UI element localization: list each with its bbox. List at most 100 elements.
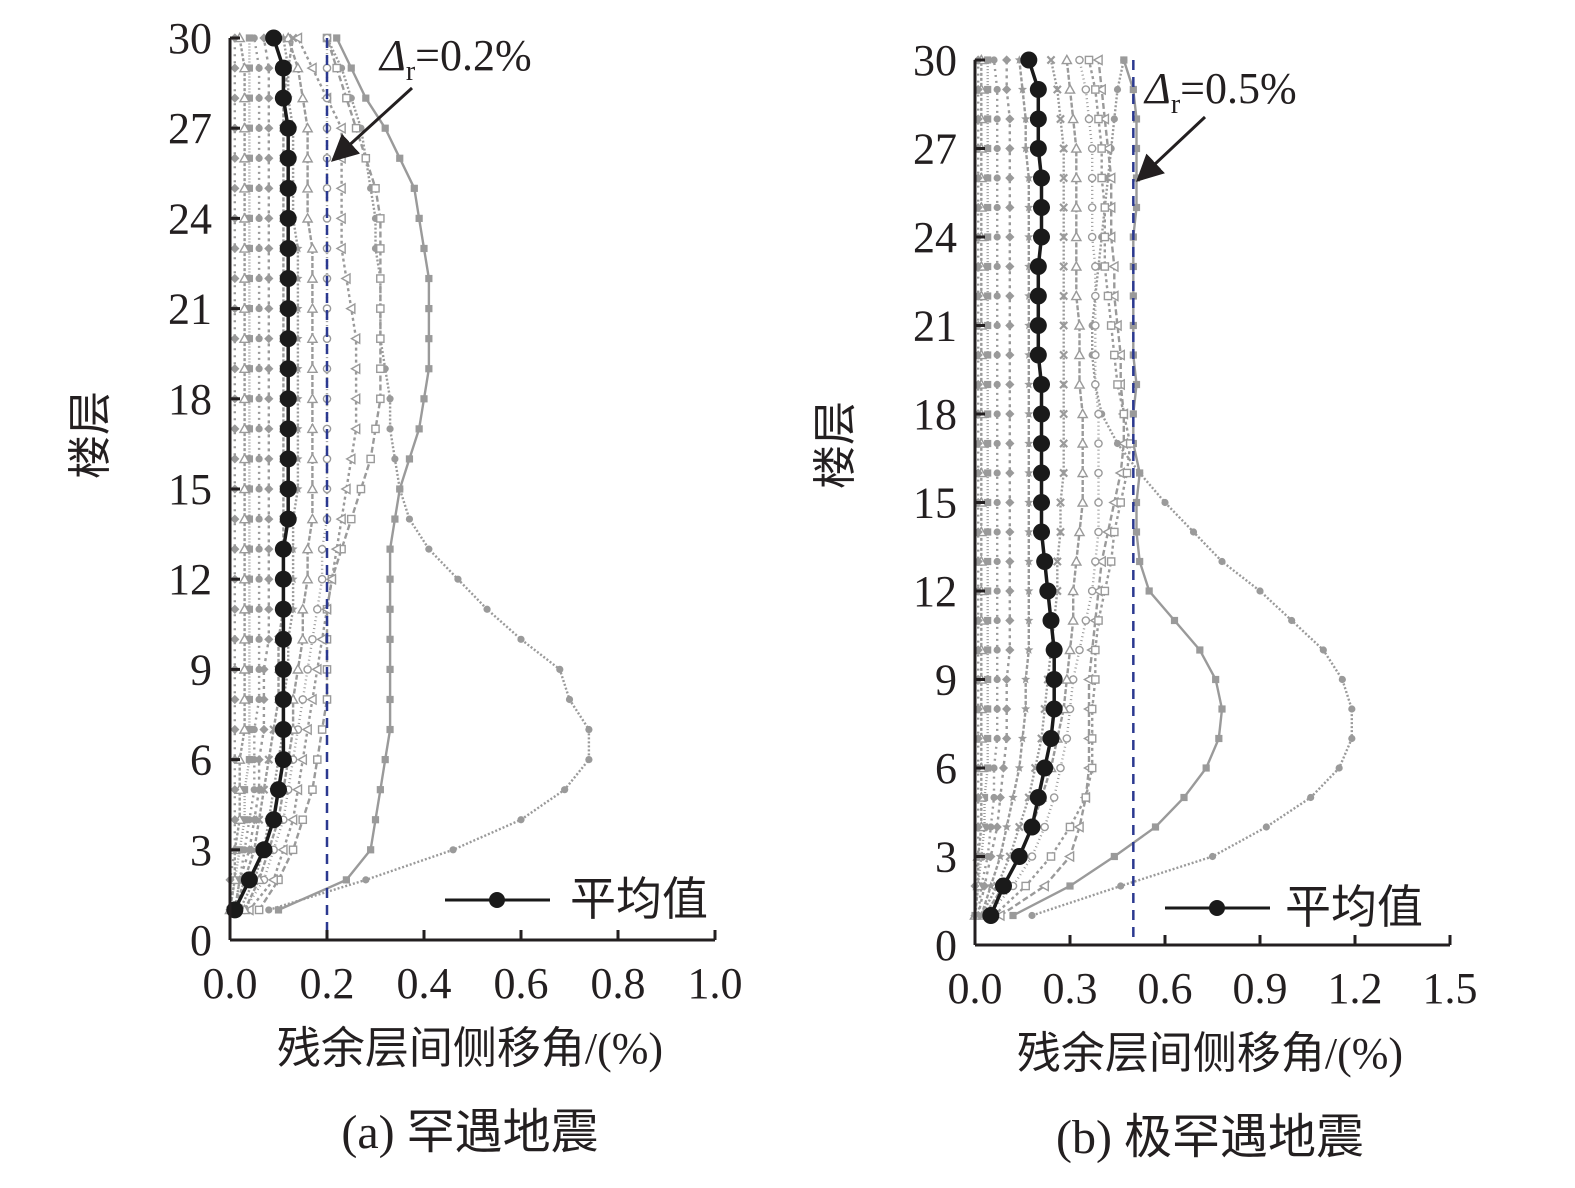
record-point — [1132, 115, 1141, 123]
record-point — [1005, 232, 1015, 242]
y-tick-label: 21 — [913, 302, 957, 351]
record-point — [1056, 114, 1065, 124]
mean-point — [1045, 671, 1063, 688]
y-tick-label: 9 — [935, 656, 957, 705]
record-point — [376, 334, 385, 343]
record-point — [1024, 409, 1034, 418]
record-point — [1348, 705, 1356, 713]
mean-point — [274, 690, 292, 708]
record-point — [1005, 114, 1015, 124]
record-point — [264, 454, 274, 464]
record-point — [984, 85, 992, 94]
record-point — [274, 906, 283, 914]
record-point — [1108, 260, 1119, 273]
mean-point — [240, 871, 258, 889]
record-point — [386, 665, 394, 673]
record-point — [1005, 320, 1015, 331]
x-tick-label: 0.4 — [397, 959, 452, 1008]
record-point — [245, 695, 253, 704]
record-point — [366, 454, 375, 464]
record-point — [267, 874, 278, 886]
record-point — [386, 725, 394, 734]
record-point — [1005, 615, 1015, 626]
record-point — [255, 545, 263, 553]
mean-point — [274, 89, 292, 107]
record-point — [322, 184, 332, 193]
record-point — [238, 513, 251, 524]
record-point — [386, 695, 394, 704]
record-point — [255, 335, 263, 343]
record-point — [1002, 84, 1012, 95]
record-line — [258, 37, 382, 911]
record-point — [1092, 54, 1103, 66]
x-tick-label: 0.2 — [300, 959, 355, 1008]
record-point — [367, 846, 375, 854]
record-point — [973, 733, 983, 744]
record-point — [254, 755, 264, 765]
record-point — [238, 62, 251, 73]
record-point — [1064, 83, 1076, 94]
record-point — [1066, 882, 1074, 890]
y-tick-label: 15 — [913, 479, 957, 528]
record-point — [984, 734, 992, 743]
y-tick-label: 24 — [913, 213, 957, 262]
record-point — [1046, 55, 1056, 65]
record-point — [230, 785, 240, 795]
record-point — [1098, 113, 1110, 125]
legend: 平均值 — [445, 874, 708, 925]
record-point — [313, 755, 322, 764]
record-point — [1091, 645, 1100, 655]
record-line — [278, 37, 431, 911]
record-point — [254, 905, 264, 915]
record-point — [1002, 674, 1012, 685]
record-point — [376, 364, 385, 374]
record-series — [243, 32, 361, 916]
record-point — [565, 695, 574, 704]
record-point — [264, 484, 274, 494]
record-point — [405, 455, 414, 463]
record-point — [984, 764, 992, 772]
record-point — [1105, 231, 1116, 243]
record-point — [993, 469, 1001, 477]
record-line — [243, 38, 329, 911]
record-point — [1067, 112, 1079, 124]
annotation-symbol: Δ — [378, 31, 406, 80]
record-point — [1017, 733, 1028, 743]
record-point — [230, 544, 240, 554]
record-point — [1024, 586, 1034, 595]
record-point — [425, 545, 433, 553]
record-point — [255, 485, 263, 493]
record-point — [1002, 733, 1012, 744]
record-point — [245, 665, 253, 673]
record-point — [1094, 527, 1103, 537]
record-point — [345, 302, 356, 315]
record-point — [993, 144, 1001, 153]
record-point — [255, 365, 263, 373]
record-point — [984, 174, 992, 182]
record-point — [1064, 643, 1076, 655]
record-point — [333, 34, 341, 42]
annotation-text: =0.2% — [415, 31, 531, 80]
record-point — [993, 616, 1001, 625]
record-series — [230, 33, 274, 915]
record-point — [245, 485, 253, 493]
record-point — [1119, 409, 1129, 419]
svg-text:Δr=0.5%: Δr=0.5% — [1143, 64, 1297, 120]
record-point — [1061, 673, 1073, 684]
record-point — [245, 725, 253, 734]
record-point — [264, 123, 274, 133]
record-point — [264, 755, 274, 764]
record-point — [371, 816, 380, 824]
record-point — [984, 203, 992, 212]
record-point — [405, 515, 414, 523]
record-point — [973, 704, 983, 714]
record-point — [1056, 498, 1065, 507]
record-point — [1024, 202, 1034, 212]
record-series — [225, 33, 240, 915]
record-point — [245, 545, 253, 553]
record-point — [255, 665, 263, 674]
mean-point — [1029, 81, 1047, 98]
record-point — [371, 424, 380, 434]
record-point — [993, 321, 1001, 330]
record-point — [1021, 674, 1031, 684]
